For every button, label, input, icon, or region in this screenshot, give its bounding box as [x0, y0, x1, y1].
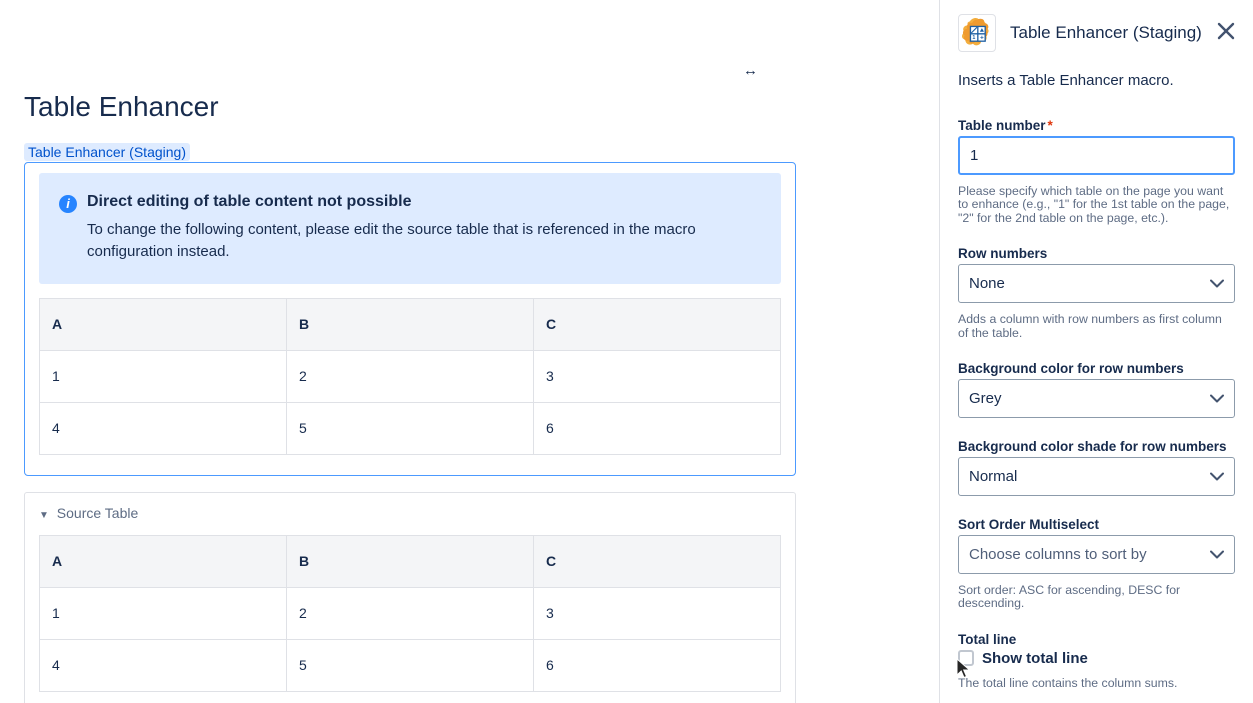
svg-text:1: 1	[972, 35, 975, 41]
svg-text:+: +	[980, 35, 984, 42]
